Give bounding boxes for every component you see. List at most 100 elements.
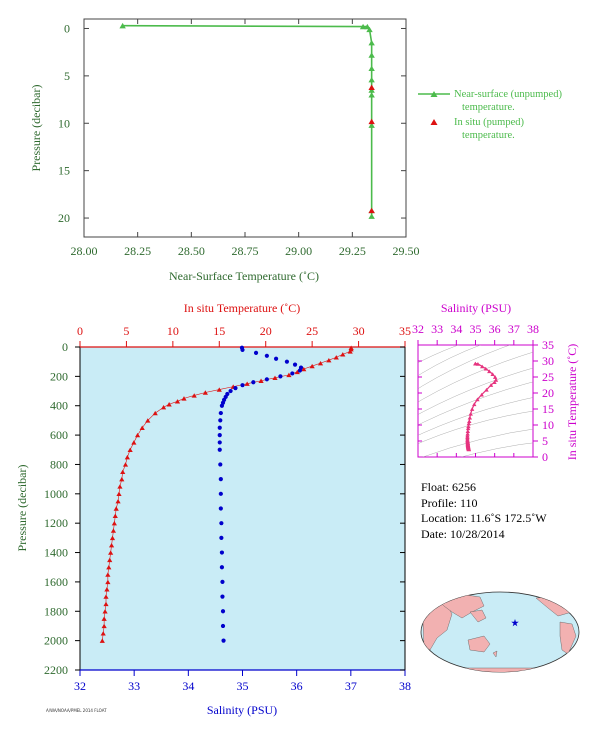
temperature-point — [101, 623, 107, 629]
temperature-point — [112, 513, 118, 519]
salinity-point — [264, 353, 269, 358]
land-southeast-asia — [469, 609, 487, 623]
ts-salinity-tick-label: 38 — [527, 322, 539, 336]
temperature-point — [152, 410, 158, 416]
density-contour — [418, 410, 533, 444]
salinity-point — [220, 579, 225, 585]
y-tick-label: 20 — [58, 211, 70, 225]
ts-point — [490, 372, 495, 376]
density-contour — [422, 428, 533, 457]
temperature-point — [160, 404, 167, 410]
near-surface-point — [368, 52, 375, 58]
near-surface-point — [359, 23, 367, 30]
float-info-panel: Float: 6256 Profile: 110 Location: 11.6˚… — [421, 480, 547, 542]
ts-point — [465, 426, 471, 431]
salinity-point — [240, 383, 245, 388]
in-situ-point — [368, 84, 375, 90]
temperature-point — [99, 638, 105, 643]
land-antarctica — [429, 667, 571, 672]
temperature-point — [100, 631, 106, 636]
temperature-point — [109, 535, 116, 541]
legend-label-near-surface-line2: temperature. — [462, 102, 515, 113]
salinity-axis-label: Salinity (PSU) — [207, 703, 277, 717]
temperature-tick-label: 15 — [213, 324, 225, 338]
ts-point — [466, 424, 471, 429]
near-surface-point — [368, 122, 375, 128]
near-surface-point — [368, 76, 375, 83]
y-tick-label: 10 — [58, 116, 70, 130]
salinity-tick-label: 38 — [399, 679, 411, 693]
y-tick-label: 15 — [58, 164, 70, 178]
temperature-point — [326, 358, 332, 363]
near-surface-x-axis: 28.00 28.25 28.50 28.75 29.00 29.25 29.50 — [71, 19, 420, 258]
temperature-point — [301, 366, 307, 372]
ts-temperature-tick-label: 15 — [542, 402, 554, 416]
temperature-point — [181, 396, 187, 401]
temperature-point — [145, 418, 151, 423]
pressure-tick-label: 800 — [50, 457, 68, 471]
salinity-bottom-axis: 32 33 34 35 36 37 38 — [74, 669, 411, 693]
ts-point — [484, 387, 489, 392]
ts-temperature-tick-label: 25 — [542, 370, 554, 384]
pressure-tick-label: 1200 — [44, 516, 68, 530]
ts-density-contours — [418, 345, 533, 457]
ts-point — [465, 429, 471, 433]
salinity-point — [217, 447, 222, 452]
profile-plot-frame — [79, 346, 406, 671]
temperature-point — [309, 363, 315, 369]
near-surface-y-axis: 0 5 10 15 20 — [58, 21, 406, 225]
ts-point — [488, 383, 494, 387]
salinity-point — [219, 403, 225, 408]
in-situ-point — [368, 118, 375, 125]
ts-salinity-tick-label: 36 — [489, 322, 501, 336]
temperature-point — [294, 369, 300, 375]
ts-point — [492, 380, 497, 384]
pressure-tick-label: 2000 — [44, 634, 68, 648]
temperature-point — [115, 498, 121, 504]
near-surface-point — [368, 87, 375, 93]
temperature-point — [106, 565, 112, 570]
ts-point — [475, 397, 480, 402]
temperature-point — [110, 528, 117, 533]
legend-label-near-surface-line1: Near-surface (unpumped) — [454, 89, 562, 100]
ts-point — [467, 415, 473, 420]
salinity-tick-label: 35 — [237, 679, 249, 693]
credit-text: A/WA/NOAA/PMEL 2014 FLOAT — [46, 708, 107, 713]
salinity-point — [221, 638, 226, 643]
temperature-point — [286, 372, 292, 378]
salinity-point — [220, 594, 225, 599]
pressure-axis-label: Pressure (decibar) — [15, 465, 29, 552]
ts-point — [479, 392, 484, 397]
salinity-point — [233, 386, 238, 391]
salinity-point — [220, 623, 226, 629]
legend-label-in-situ: In situ (pumped) temperature. — [454, 117, 527, 141]
temperature-tick-label: 30 — [353, 324, 365, 338]
ts-point — [468, 411, 473, 416]
temperature-point — [122, 462, 129, 467]
pressure-tick-label: 400 — [50, 399, 68, 413]
ts-salinity-tick-label: 35 — [470, 322, 482, 336]
ts-salinity-tick-label: 33 — [431, 322, 443, 336]
salinity-point — [218, 506, 223, 511]
salinity-point — [218, 410, 223, 416]
salinity-point — [284, 359, 290, 364]
near-surface-y-label: Pressure (decibar) — [29, 85, 43, 172]
temperature-point — [174, 399, 181, 404]
ts-salinity-tick-label: 32 — [412, 322, 424, 336]
temperature-point — [107, 557, 113, 563]
near-surface-series — [119, 22, 375, 219]
pressure-tick-label: 600 — [50, 428, 68, 442]
float-location-marker — [511, 619, 519, 627]
density-contour — [418, 345, 482, 376]
temperature-point — [116, 491, 122, 497]
float-id: Float: 6256 — [421, 480, 477, 494]
temperature-point — [347, 349, 353, 354]
ts-salinity-axis: 32 33 34 35 36 37 38 — [412, 322, 539, 457]
temperature-point — [124, 454, 130, 460]
ts-point — [469, 407, 475, 411]
pressure-tick-label: 200 — [50, 369, 68, 383]
salinity-tick-label: 36 — [291, 679, 303, 693]
temperature-point — [258, 378, 264, 383]
temperature-point — [105, 572, 111, 577]
legend-marker-in-situ — [430, 119, 438, 125]
